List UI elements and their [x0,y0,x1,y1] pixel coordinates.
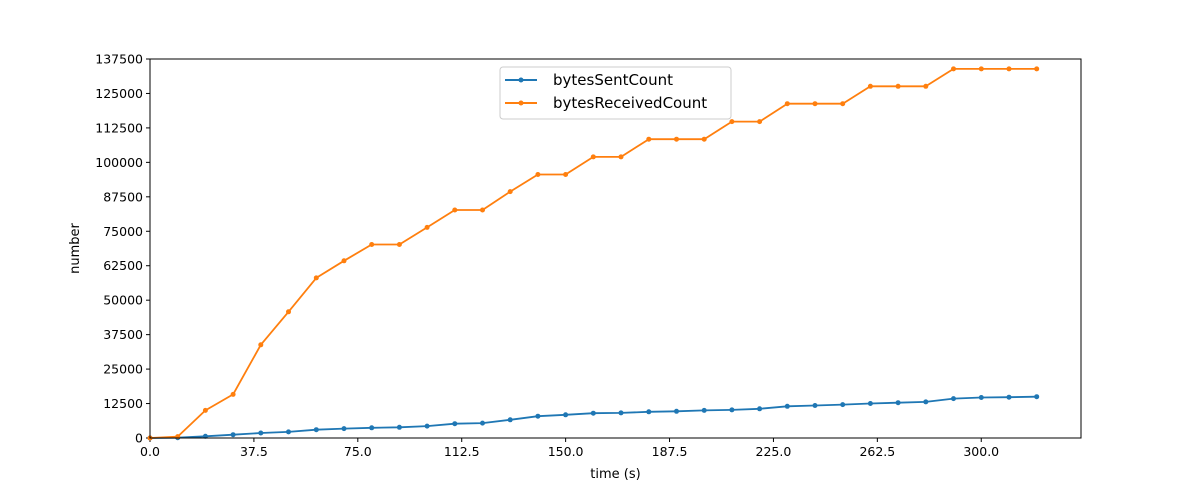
data-point-bytesReceivedCount [1006,66,1012,72]
data-point-bytesSentCount [701,407,707,413]
data-point-bytesReceivedCount [286,309,291,315]
x-tick-label: 150.0 [548,444,584,459]
y-tick-label: 87500 [103,189,143,204]
data-point-bytesSentCount [341,426,347,432]
data-point-bytesReceivedCount [840,101,846,107]
data-point-bytesSentCount [923,399,929,405]
data-point-bytesReceivedCount [230,391,236,397]
x-axis-ticks: 0.0 37.5 75.0 112.5 150.0 187.5 225.0 262.5 300.… [140,438,999,459]
y-tick-label: 100000 [95,155,143,170]
data-point-bytesSentCount [757,406,763,412]
legend-label-bytes-sent: bytesSentCount [553,71,673,89]
data-point-bytesReceivedCount [618,154,624,160]
data-point-bytesSentCount [563,412,569,418]
legend-box [499,66,732,120]
y-tick-label: 62500 [103,258,143,273]
data-point-bytesSentCount [590,410,596,416]
data-point-bytesReceivedCount [951,66,956,72]
data-point-bytesReceivedCount [867,83,873,89]
data-point-bytesSentCount [369,425,375,431]
data-point-bytesReceivedCount [729,119,735,125]
data-point-bytesReceivedCount [480,207,485,213]
y-tick-label: 50000 [103,293,143,308]
x-tick-label: 37.5 [240,444,268,459]
x-tick-label: 112.5 [444,444,480,459]
data-point-bytesReceivedCount [784,101,790,107]
data-point-bytesSentCount [840,402,846,408]
plot-frame [149,58,1082,439]
data-point-bytesSentCount [258,430,264,436]
data-point-bytesReceivedCount [202,407,208,413]
data-point-bytesSentCount [396,424,402,430]
data-point-bytesReceivedCount [258,342,264,348]
y-axis-ticks: 0 12500 25000 37500 50000 62500 75000 87500 1000… [95,52,150,446]
data-point-bytesSentCount [313,427,319,433]
y-tick-label: 125000 [95,86,143,101]
data-point-bytesSentCount [1006,394,1012,400]
data-point-bytesSentCount [867,401,873,406]
y-tick-label: 25000 [103,362,143,377]
x-tick-label: 225.0 [756,444,792,459]
data-point-bytesReceivedCount [895,83,901,89]
data-point-bytesSentCount [507,417,513,423]
plot-area [150,59,1081,438]
data-point-bytesReceivedCount [396,242,402,247]
data-point-bytesReceivedCount [313,275,319,281]
data-point-bytesReceivedCount [369,242,375,247]
y-tick-label: 0 [135,431,143,446]
data-point-bytesSentCount [951,396,956,402]
data-point-bytesReceivedCount [424,224,430,230]
data-point-bytesReceivedCount [646,136,652,142]
data-point-bytesReceivedCount [978,66,984,72]
y-tick-label: 12500 [103,396,143,411]
data-point-bytesReceivedCount [923,83,929,89]
x-tick-label: 75.0 [344,444,372,459]
data-point-bytesReceivedCount [563,172,569,177]
data-point-bytesSentCount [895,400,901,406]
data-point-bytesReceivedCount [701,136,707,142]
data-point-bytesSentCount [618,410,624,416]
data-point-bytesReceivedCount [674,136,679,142]
data-point-bytesSentCount [424,423,430,429]
data-point-bytesReceivedCount [1034,66,1040,72]
data-point-bytesSentCount [978,395,984,400]
data-point-bytesReceivedCount [452,207,458,213]
y-tick-label: 137500 [95,52,143,67]
legend: bytesSentCount bytesReceivedCount [499,66,732,120]
data-point-bytesSentCount [535,413,541,419]
data-point-bytesReceivedCount [812,101,818,107]
x-tick-label: 300.0 [963,444,999,459]
data-point-bytesSentCount [646,409,652,415]
data-point-bytesSentCount [784,403,790,409]
legend-label-bytes-received: bytesReceivedCount [553,94,707,112]
data-point-bytesSentCount [1034,394,1040,400]
x-tick-label: 0.0 [140,444,160,459]
y-axis-label: number [68,222,83,273]
data-point-bytesSentCount [674,408,679,414]
legend-marker-bytes-received [518,100,524,106]
y-tick-label: 75000 [103,224,143,239]
data-point-bytesReceivedCount [341,258,347,264]
y-tick-label: 37500 [103,327,143,342]
y-tick-label: 112500 [95,120,143,135]
data-point-bytesReceivedCount [757,119,763,125]
data-point-bytesSentCount [230,432,236,438]
x-tick-label: 262.5 [859,444,895,459]
data-point-bytesReceivedCount [535,172,541,177]
data-point-bytesReceivedCount [507,189,513,195]
x-tick-label: 187.5 [652,444,688,459]
legend-marker-bytes-sent [518,77,524,83]
data-point-bytesReceivedCount [590,154,596,160]
data-point-bytesSentCount [452,421,458,427]
data-point-bytesSentCount [286,429,291,435]
data-point-bytesSentCount [480,420,485,426]
x-axis-label: time (s) [590,467,640,482]
data-point-bytesSentCount [729,407,735,413]
data-point-bytesSentCount [812,403,818,408]
series-layer [147,66,1040,441]
